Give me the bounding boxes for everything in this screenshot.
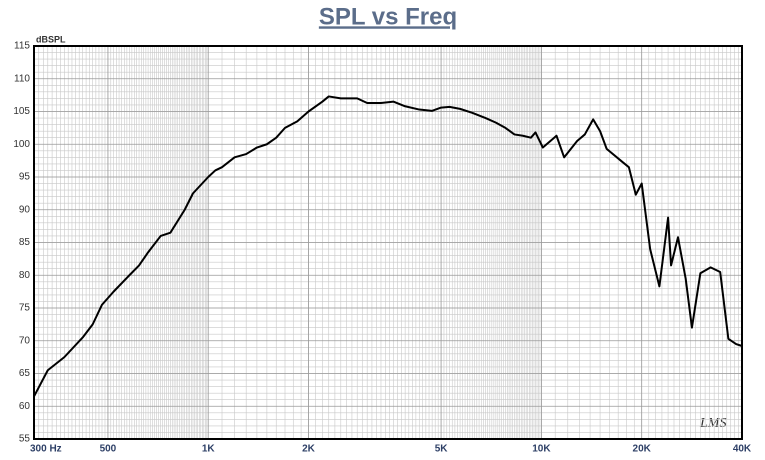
plot-frame <box>33 45 743 440</box>
y-tick-label: 65 <box>19 368 31 379</box>
x-tick-label: 40K <box>733 444 752 455</box>
chart-title: SPL vs Freq <box>319 3 457 30</box>
y-tick-label: 105 <box>13 106 30 117</box>
y-tick-label: 80 <box>19 270 31 281</box>
x-tick-label: 5K <box>435 444 449 455</box>
x-tick-label: 300 Hz <box>30 444 62 455</box>
y-tick-label: 75 <box>19 303 31 314</box>
y-tick-label: 60 <box>19 401 31 412</box>
spl-line <box>33 95 743 397</box>
y-axis-label: dBSPL <box>36 34 66 44</box>
x-tick-label: 20K <box>633 444 652 455</box>
y-tick-label: 90 <box>19 204 31 215</box>
x-tick-label: 500 <box>100 444 117 455</box>
y-tick-label: 110 <box>14 73 30 84</box>
y-tick-label: 55 <box>19 434 31 445</box>
x-tick-label: 10K <box>532 444 551 455</box>
y-tick-label: 115 <box>14 41 30 52</box>
watermark: LMS <box>699 416 726 431</box>
y-tick-label: 100 <box>13 139 30 150</box>
y-tick-label: 85 <box>19 237 31 248</box>
y-tick-label: 95 <box>19 172 31 183</box>
y-tick-label: 70 <box>19 335 31 346</box>
x-tick-label: 2K <box>302 444 316 455</box>
x-tick-label: 1K <box>202 444 216 455</box>
